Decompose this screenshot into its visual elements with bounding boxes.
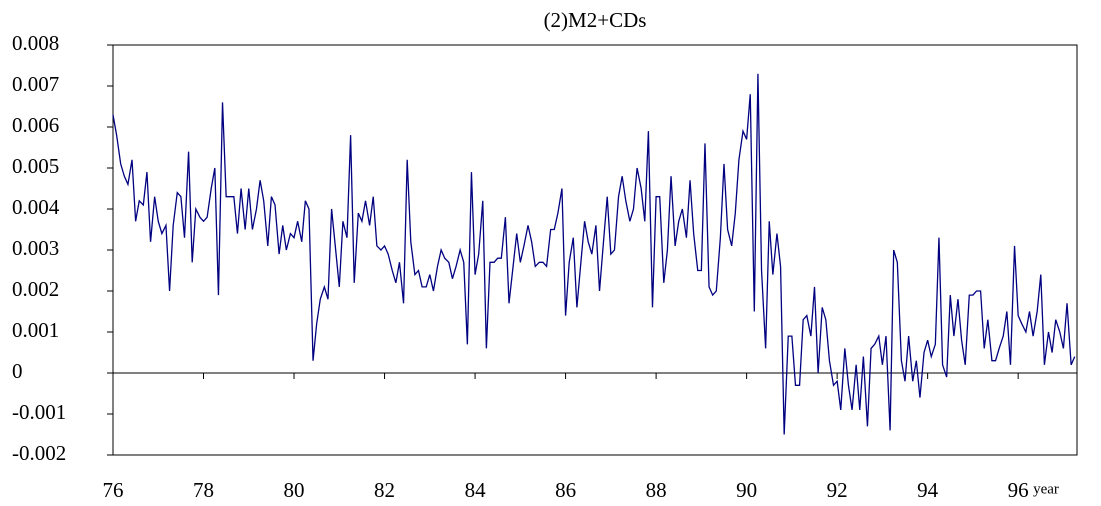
x-tick-label: 90 [736, 478, 757, 502]
chart-title: (2)M2+CDs [544, 8, 647, 32]
x-tick-label: 82 [374, 478, 395, 502]
y-tick-label: 0.007 [12, 72, 59, 96]
x-tick-label: 86 [555, 478, 576, 502]
plot-frame [112, 44, 1078, 456]
y-tick-label: 0.001 [12, 318, 59, 342]
x-tick-label: 76 [103, 478, 124, 502]
x-tick-label: 84 [465, 478, 487, 502]
x-tick-label: 94 [917, 478, 939, 502]
y-tick-label: 0 [12, 359, 23, 383]
x-tick-label: 92 [827, 478, 848, 502]
y-tick-label: -0.002 [12, 441, 66, 465]
y-tick-label: 0.006 [12, 113, 59, 137]
data-line [112, 73, 1076, 435]
y-tick-label: 0.003 [12, 236, 59, 260]
x-tick-label: 88 [646, 478, 667, 502]
y-tick-label: 0.002 [12, 277, 59, 301]
x-tick-label: 78 [193, 478, 214, 502]
x-axis-label: year [1033, 481, 1059, 497]
y-tick-label: -0.001 [12, 400, 66, 424]
y-tick-label: 0.004 [12, 195, 60, 219]
x-tick-label: 80 [284, 478, 305, 502]
x-tick-label: 96 [1008, 478, 1029, 502]
y-tick-label: 0.008 [12, 31, 59, 55]
y-tick-label: 0.005 [12, 154, 59, 178]
